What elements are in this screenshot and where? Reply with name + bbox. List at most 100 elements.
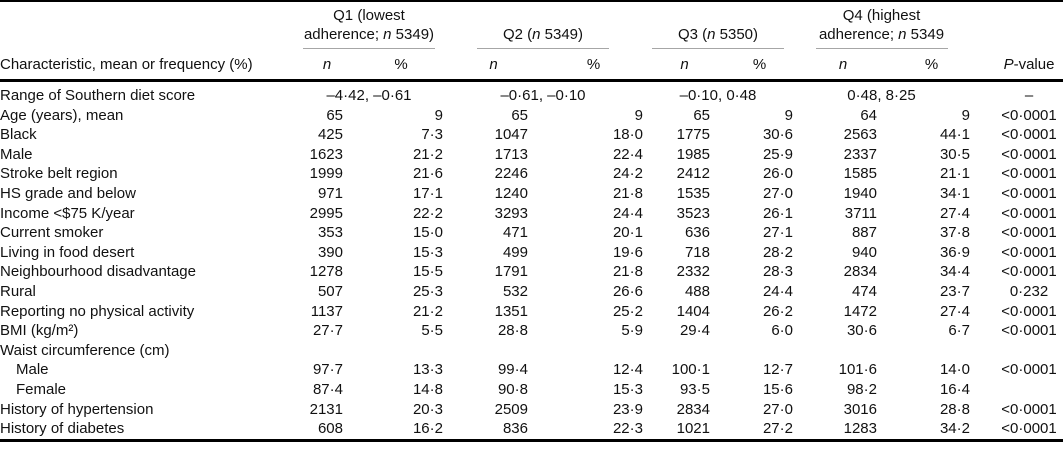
value-cell: 98·2 bbox=[846, 380, 877, 398]
value-cell: 23·9 bbox=[612, 400, 643, 418]
value-cell: 101·6 bbox=[838, 361, 877, 379]
q1-spanner: Q1 (lowest adherence; n 5349) bbox=[303, 6, 435, 49]
value-cell: 19·6 bbox=[612, 243, 643, 261]
value-cell: 24·2 bbox=[612, 165, 643, 183]
value-cell: 1791 bbox=[494, 263, 528, 281]
value-cell: 28·2 bbox=[762, 243, 793, 261]
row-label: History of diabetes bbox=[0, 420, 125, 438]
value-cell: 471 bbox=[502, 224, 528, 242]
empty-cell bbox=[295, 341, 970, 361]
value-cell: 64 bbox=[860, 106, 877, 124]
value-cell: 532 bbox=[502, 282, 528, 300]
p-symbol: P bbox=[1003, 56, 1014, 73]
value-cell: 1999 bbox=[309, 165, 343, 183]
value-cell: 22·2 bbox=[412, 204, 443, 222]
q1-group-header: Q1 (lowest adherence; n 5349) bbox=[295, 1, 443, 49]
value-cell: 12·4 bbox=[612, 361, 643, 379]
table-row: Range of Southern diet score –4·42, –0·61… bbox=[0, 81, 1063, 106]
p-value-cell: <0·0001 bbox=[1001, 400, 1057, 418]
header-row-groups: Characteristic, mean or frequency (%) Q1… bbox=[0, 1, 1063, 73]
value-cell: 1240 bbox=[494, 184, 528, 202]
value-cell: 1940 bbox=[843, 184, 877, 202]
value-cell: 28·3 bbox=[762, 263, 793, 281]
q2-n-symbol: n bbox=[532, 26, 541, 43]
value-cell: 15·3 bbox=[612, 380, 643, 398]
q3-label-post: 5350) bbox=[715, 26, 759, 43]
value-cell: 20·3 bbox=[412, 400, 443, 418]
value-cell: 474 bbox=[851, 282, 877, 300]
row-label: BMI (kg/m²) bbox=[0, 322, 79, 340]
p-value-cell: <0·0001 bbox=[1001, 224, 1057, 242]
table-row: Living in food desert 390 15·3 499 19·6 718 28… bbox=[0, 243, 1063, 263]
value-cell: 22·4 bbox=[612, 145, 643, 163]
p-value-cell bbox=[970, 341, 1063, 361]
value-cell: 1713 bbox=[494, 145, 528, 163]
value-cell: 65 bbox=[326, 106, 343, 124]
value-cell: 1535 bbox=[676, 184, 710, 202]
value-cell: 36·9 bbox=[939, 243, 970, 261]
value-cell: 2563 bbox=[843, 126, 877, 144]
p-value-label-rest: -value bbox=[1013, 56, 1055, 73]
value-cell: 488 bbox=[684, 282, 710, 300]
q3-spanner: Q3 (n 5350) bbox=[652, 25, 784, 49]
table-row: Income <$75 K/year 2995 22·2 3293 24·4 3523 26… bbox=[0, 204, 1063, 224]
value-cell: 1775 bbox=[676, 126, 710, 144]
header-row-subcols: n % n % n % n % bbox=[0, 49, 1063, 81]
row-label: Male bbox=[16, 361, 49, 379]
value-cell: 15·0 bbox=[412, 224, 443, 242]
value-cell: 26·2 bbox=[762, 302, 793, 320]
value-cell: 100·1 bbox=[671, 361, 710, 379]
q3-pct-subheader: % bbox=[752, 56, 767, 73]
q2-n-subheader: n bbox=[489, 56, 498, 73]
row-label: Age (years), mean bbox=[0, 106, 124, 124]
range-cell: –0·10, 0·48 bbox=[679, 87, 757, 104]
value-cell: 26·6 bbox=[612, 282, 643, 300]
p-value-cell: – bbox=[1024, 87, 1034, 104]
value-cell: 14·0 bbox=[939, 361, 970, 379]
value-cell: 887 bbox=[851, 224, 877, 242]
q1-n-symbol: n bbox=[383, 26, 392, 43]
table-row: History of diabetes 608 16·2 836 22·3 1021 27·… bbox=[0, 419, 1063, 440]
value-cell: 34·1 bbox=[939, 184, 970, 202]
value-cell: 5·9 bbox=[621, 322, 643, 340]
table-row: Male 97·7 13·3 99·4 12·4 100·1 12·7 101·6 14·0 <0… bbox=[0, 360, 1063, 380]
value-cell: 499 bbox=[502, 243, 528, 261]
value-cell: 7·3 bbox=[421, 126, 443, 144]
table-row: History of hypertension 2131 20·3 2509 23·9 2… bbox=[0, 400, 1063, 420]
table-row: Reporting no physical activity 1137 21·2 13… bbox=[0, 302, 1063, 322]
p-value-cell: <0·0001 bbox=[1001, 165, 1057, 183]
value-cell: 87·4 bbox=[312, 380, 343, 398]
value-cell: 5·5 bbox=[421, 322, 443, 340]
value-cell: 18·0 bbox=[612, 126, 643, 144]
table-body: Range of Southern diet score –4·42, –0·61… bbox=[0, 81, 1063, 441]
value-cell: 608 bbox=[317, 420, 343, 438]
value-cell: 2995 bbox=[309, 204, 343, 222]
table-header: Characteristic, mean or frequency (%) Q1… bbox=[0, 1, 1063, 81]
value-cell: 27·0 bbox=[762, 184, 793, 202]
value-cell: 21·1 bbox=[939, 165, 970, 183]
p-value-cell: <0·0001 bbox=[1001, 126, 1057, 144]
value-cell: 26·0 bbox=[762, 165, 793, 183]
value-cell: 27·2 bbox=[762, 420, 793, 438]
value-cell: 1137 bbox=[310, 302, 343, 320]
row-label: Range of Southern diet score bbox=[0, 87, 196, 104]
value-cell: 27·4 bbox=[939, 204, 970, 222]
q4-n-subheader: n bbox=[838, 56, 848, 73]
value-cell: 28·8 bbox=[939, 400, 970, 418]
q1-label-pre: Q1 (lowest adherence; bbox=[303, 7, 405, 43]
q2-group-header: Q2 (n 5349) bbox=[443, 1, 643, 49]
p-value-column-header: P-value bbox=[970, 1, 1063, 81]
value-cell: 25·9 bbox=[762, 145, 793, 163]
q1-label-post: 5349) bbox=[391, 26, 435, 43]
value-cell: 15·5 bbox=[412, 263, 443, 281]
table-row: Stroke belt region 1999 21·6 2246 24·2 2412 26… bbox=[0, 164, 1063, 184]
table-row: HS grade and below 971 17·1 1240 21·8 1535 27·… bbox=[0, 184, 1063, 204]
value-cell: 3016 bbox=[843, 400, 877, 418]
range-cell: –0·61, –0·10 bbox=[500, 87, 586, 104]
row-label: History of hypertension bbox=[0, 400, 154, 418]
value-cell: 3523 bbox=[676, 204, 710, 222]
table-row: Waist circumference (cm) bbox=[0, 341, 1063, 361]
p-value-cell: <0·0001 bbox=[1001, 263, 1057, 281]
value-cell: 2412 bbox=[676, 165, 710, 183]
q4-group-header: Q4 (highest adherence; n 5349 bbox=[793, 1, 970, 49]
